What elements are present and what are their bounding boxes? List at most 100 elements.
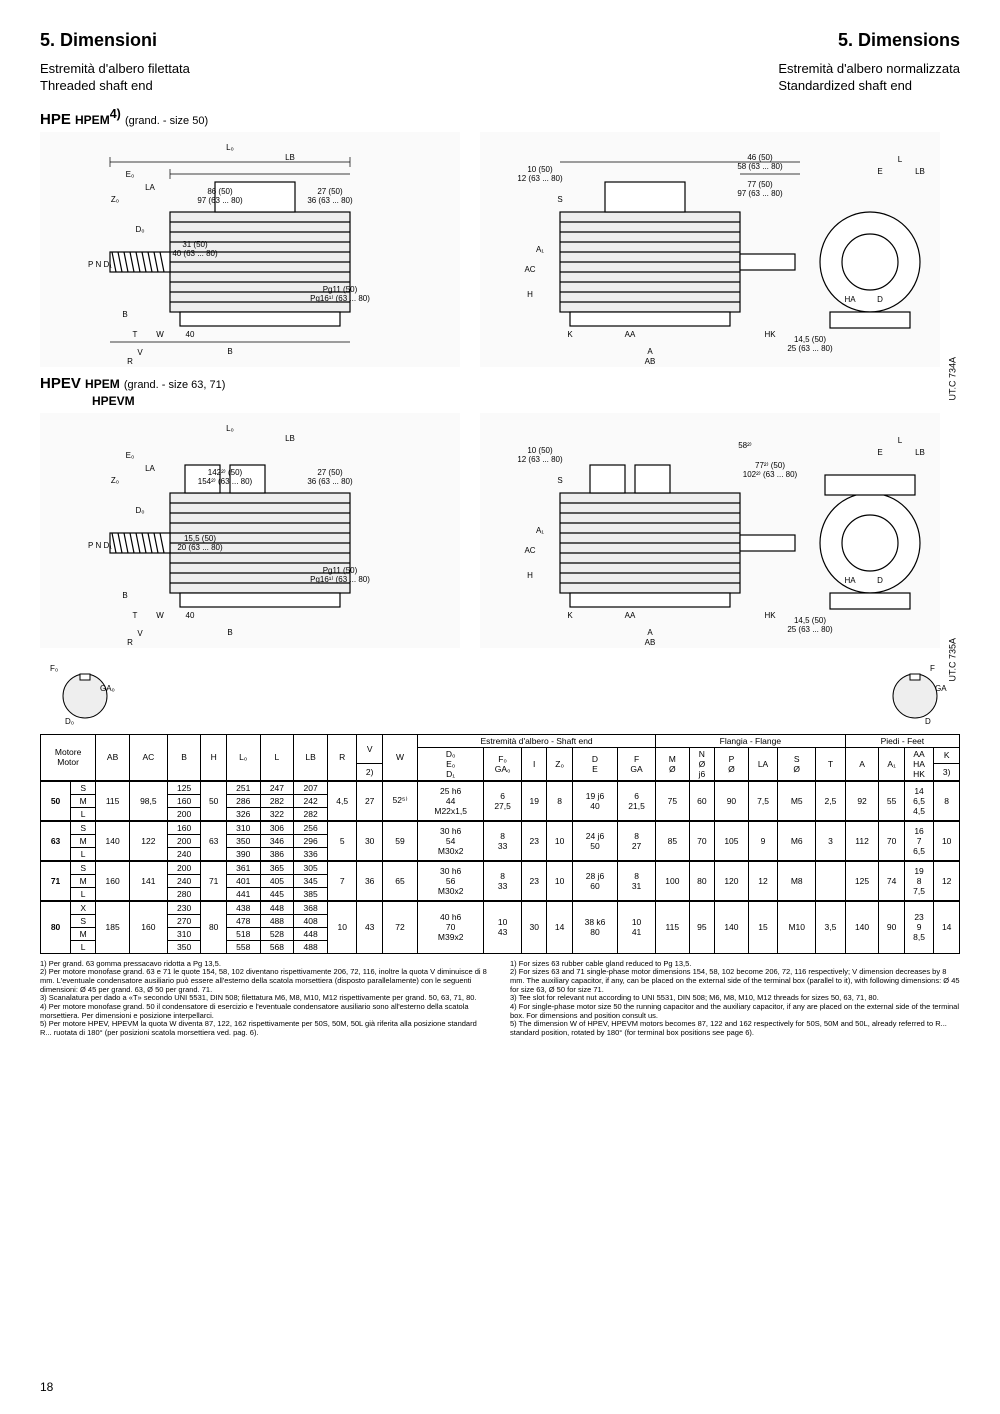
svg-text:HA: HA [844,576,856,585]
hpev-drawing-row: L₀LB E₀LAZ₀ 142²⁾ (50)154²⁾ (63 ... 80) … [40,413,960,648]
svg-text:LB: LB [285,434,295,443]
svg-text:40 (63 ... 80): 40 (63 ... 80) [172,249,218,258]
hpe-drawing-row: L₀LB E₀LA Z₀ 86 (50)97 (63 ... 80) 27 (5… [40,132,960,367]
footnotes-it: 1) Per grand. 63 gomma pressacavo ridott… [40,960,490,1038]
svg-text:GA: GA [935,684,947,693]
svg-text:14,5 (50): 14,5 (50) [794,616,826,625]
svg-text:A: A [647,628,653,637]
svg-text:102²⁾ (63 ... 80): 102²⁾ (63 ... 80) [743,470,798,479]
svg-text:D₀: D₀ [135,506,144,515]
subtitle-left: Estremità d'albero filettata Threaded sh… [40,61,190,95]
svg-text:LA: LA [145,464,155,473]
svg-text:P N D₁: P N D₁ [88,541,112,550]
shaft-detail-right: F GA D [870,656,960,726]
svg-text:E₀: E₀ [126,170,135,179]
svg-text:40: 40 [186,611,195,620]
page-number: 18 [40,1380,53,1394]
svg-text:AA: AA [625,330,636,339]
svg-text:HK: HK [764,611,776,620]
group-flange: Flangia - Flange [655,734,845,747]
svg-text:L₀: L₀ [226,424,234,433]
svg-text:142²⁾ (50): 142²⁾ (50) [208,468,243,477]
table-row: 80X1851602308043844836810437240 h6 70 M3… [41,901,960,915]
footnotes-en: 1) For sizes 63 rubber cable gland reduc… [510,960,960,1038]
svg-text:27 (50): 27 (50) [317,468,343,477]
svg-text:AB: AB [645,638,656,647]
group-shaft: Estremità d'albero - Shaft end [418,734,656,747]
svg-text:12 (63 ... 80): 12 (63 ... 80) [517,455,563,464]
svg-text:15,5 (50): 15,5 (50) [184,534,216,543]
title-left: 5. Dimensioni [40,30,157,51]
svg-text:W: W [156,611,164,620]
svg-text:T: T [133,611,138,620]
table-row: 50S11598,5125502512472074,52752⁵⁾25 h6 4… [41,781,960,795]
group-feet: Piedi - Feet [845,734,959,747]
svg-text:D: D [877,295,883,304]
svg-text:F₀: F₀ [50,664,58,673]
svg-text:10 (50): 10 (50) [527,165,553,174]
svg-text:58 (63 ... 80): 58 (63 ... 80) [737,162,783,171]
svg-text:AB: AB [645,357,656,366]
title-right: 5. Dimensions [838,30,960,51]
svg-text:L₀: L₀ [226,143,234,152]
svg-text:LA: LA [145,183,155,192]
svg-text:Pg16¹⁾ (63 ... 80): Pg16¹⁾ (63 ... 80) [310,294,370,303]
hpe-drawing-right: 10 (50)12 (63 ... 80) 46 (50)58 (63 ... … [480,132,940,367]
svg-text:A₁: A₁ [536,245,544,254]
svg-text:E: E [877,167,882,176]
hpe-drawing-left: L₀LB E₀LA Z₀ 86 (50)97 (63 ... 80) 27 (5… [40,132,460,367]
svg-text:V: V [137,629,143,638]
svg-text:L: L [898,436,903,445]
svg-text:HK: HK [764,330,776,339]
svg-text:K: K [567,330,573,339]
svg-text:14,5 (50): 14,5 (50) [794,335,826,344]
svg-text:B: B [122,310,127,319]
svg-text:97 (63 ... 80): 97 (63 ... 80) [737,189,783,198]
svg-text:V: V [137,348,143,357]
svg-text:D: D [925,717,931,726]
svg-text:Z₀: Z₀ [111,195,119,204]
svg-text:K: K [567,611,573,620]
shaft-detail-row: F₀ GA₀ D₀ F GA D [40,656,960,726]
svg-text:27 (50): 27 (50) [317,187,343,196]
svg-text:B: B [122,591,127,600]
svg-text:R: R [127,357,133,366]
svg-text:L: L [898,155,903,164]
svg-text:AC: AC [524,265,535,274]
hpev-drawing-right: 10 (50)12 (63 ... 80) 58²⁾ 77²⁾ (50)102²… [480,413,940,648]
svg-text:77 (50): 77 (50) [747,180,773,189]
svg-text:F: F [930,664,935,673]
svg-text:Z₀: Z₀ [111,476,119,485]
svg-text:W: W [156,330,164,339]
svg-text:S: S [557,195,562,204]
svg-text:H: H [527,290,533,299]
subtitle-right: Estremità d'albero normalizzata Standard… [778,61,960,95]
svg-text:B: B [227,347,232,356]
svg-text:LB: LB [915,448,925,457]
svg-text:P N D₁: P N D₁ [88,260,112,269]
svg-text:77²⁾ (50): 77²⁾ (50) [755,461,785,470]
svg-text:Pg11 (50): Pg11 (50) [323,285,358,294]
svg-text:154²⁾ (63 ... 80): 154²⁾ (63 ... 80) [198,477,253,486]
svg-text:A: A [647,347,653,356]
svg-text:AA: AA [625,611,636,620]
svg-text:S: S [557,476,562,485]
svg-text:58²⁾: 58²⁾ [738,441,752,450]
svg-text:25 (63 ... 80): 25 (63 ... 80) [787,625,833,634]
svg-text:B: B [227,628,232,637]
col-motor: Motore Motor [41,734,96,781]
svg-text:AC: AC [524,546,535,555]
svg-text:R: R [127,638,133,647]
svg-text:D: D [877,576,883,585]
svg-text:97 (63 ... 80): 97 (63 ... 80) [197,196,243,205]
svg-text:T: T [133,330,138,339]
svg-text:GA₀: GA₀ [100,684,115,693]
svg-text:A₁: A₁ [536,526,544,535]
svg-text:LB: LB [915,167,925,176]
shaft-detail-left: F₀ GA₀ D₀ [40,656,130,726]
svg-text:D₀: D₀ [65,717,74,726]
svg-text:HA: HA [844,295,856,304]
svg-text:20 (63 ... 80): 20 (63 ... 80) [177,543,223,552]
model-hpev-label: HPEV HPEM (grand. - size 63, 71) HPEVM [40,375,960,409]
svg-text:E₀: E₀ [126,451,135,460]
